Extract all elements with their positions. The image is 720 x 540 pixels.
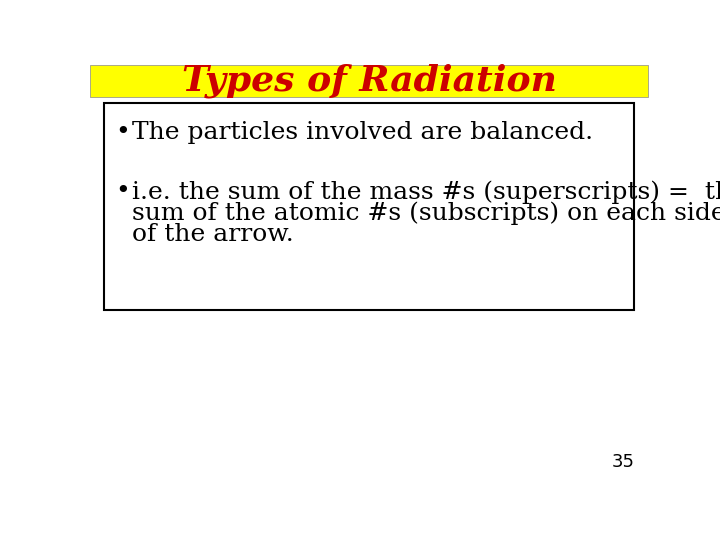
Text: i.e. the sum of the mass #s (superscripts) =  the: i.e. the sum of the mass #s (superscript… [132, 180, 720, 204]
Text: •: • [114, 121, 130, 144]
Text: 35: 35 [612, 454, 635, 471]
Text: •: • [114, 180, 130, 204]
Text: of the arrow.: of the arrow. [132, 224, 294, 246]
FancyBboxPatch shape [90, 65, 648, 97]
Text: The particles involved are balanced.: The particles involved are balanced. [132, 121, 593, 144]
FancyBboxPatch shape [104, 103, 634, 309]
Text: sum of the atomic #s (subscripts) on each side: sum of the atomic #s (subscripts) on eac… [132, 201, 720, 225]
Text: Types of Radiation: Types of Radiation [181, 64, 557, 98]
